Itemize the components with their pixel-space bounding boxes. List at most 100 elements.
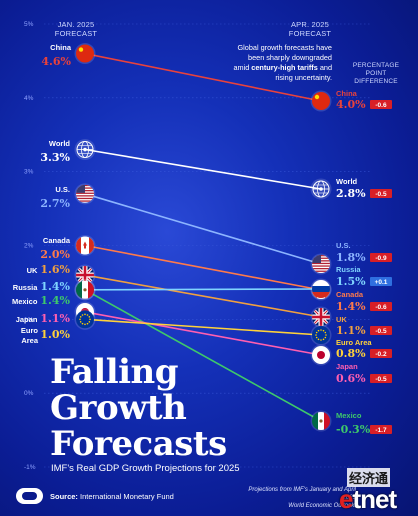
flag-star: [84, 323, 86, 326]
series-line-euro-area: [84, 318, 322, 336]
series-start-value: 2.0%: [40, 248, 70, 261]
japan-flag: [310, 344, 332, 366]
flag-stripe: [76, 197, 94, 200]
flag-band: [324, 412, 330, 430]
flag-band: [312, 280, 330, 286]
flag-body: [76, 310, 94, 329]
diff-badge: [370, 374, 392, 383]
flag-star: [315, 331, 318, 334]
diff-badge: [370, 302, 392, 311]
us-flag: [74, 183, 96, 205]
note-line-3-start: amid: [233, 63, 252, 72]
series-start-label: Russia 1.4%: [13, 280, 71, 293]
diff-badge-label: -0.5: [375, 376, 387, 383]
series-name-label: UK: [27, 266, 38, 275]
flag-body: [76, 266, 94, 285]
flag-band: [312, 292, 330, 298]
y-tick-label: 4%: [24, 95, 34, 102]
series-start-value: 1.4%: [40, 280, 70, 293]
series-line-canada: [84, 244, 322, 291]
diff-badge: [370, 253, 392, 262]
series-name-label: World: [49, 139, 71, 148]
series-start-label: UK 1.6%: [27, 263, 71, 276]
footnote-line-2: World Economic Outlook.: [288, 503, 356, 509]
series-end-value: 4.0%: [336, 98, 366, 111]
flag-star: [89, 318, 91, 321]
eu-flag: [310, 324, 332, 346]
flag-field: [76, 44, 94, 63]
series-end-value: 1.5%: [336, 275, 366, 288]
diff-badge: [370, 326, 392, 335]
flag-star: [86, 322, 89, 325]
flag-band: [76, 236, 81, 255]
diff-badge-label: -0.2: [375, 351, 387, 358]
flag-band: [88, 280, 94, 299]
series-end-name: Canada: [336, 290, 364, 299]
y-tick-label: 2%: [24, 243, 34, 250]
flag-band: [76, 280, 82, 299]
series-start-value: 1.4%: [40, 294, 70, 307]
series-name-label: Russia: [13, 283, 38, 292]
left-header-line-1: JAN. 2025: [57, 20, 95, 29]
flag-star: [322, 338, 325, 341]
flag-stripe: [312, 262, 330, 265]
series-end-value: 0.8%: [336, 347, 366, 360]
china-flag: [310, 90, 332, 112]
flag-body: [312, 346, 330, 364]
series-end-name: Russia: [336, 265, 361, 274]
flag-star: [79, 316, 82, 318]
mexico-flag: [310, 410, 332, 432]
diff-badge-label: -1.7: [375, 427, 387, 434]
series-end-name: China: [336, 89, 358, 98]
visual-capitalist-logo-icon: [16, 488, 43, 504]
diff-badge: [370, 189, 392, 198]
series-name-label: U.S.: [55, 185, 70, 194]
flag-stripe: [76, 195, 94, 197]
series-line-uk: [84, 274, 322, 318]
flag-star: [325, 334, 327, 336]
mexico-flag: [74, 279, 96, 301]
y-tick-label: 5%: [24, 21, 34, 28]
series-name-label: Mexico: [12, 297, 38, 306]
series-start-label: Mexico 1.4%: [12, 294, 71, 307]
series-name-label: Canada: [43, 236, 71, 245]
watermark-latin-text: etnet: [339, 484, 397, 515]
series-name-label: China: [50, 43, 72, 52]
series-line-u-s-: [84, 193, 322, 265]
diff-badge: [370, 100, 392, 109]
flag-body: [312, 412, 330, 430]
series-end-value: 0.6%: [336, 372, 366, 385]
flag-field: [312, 92, 330, 110]
series-end-value: 1.1%: [336, 324, 366, 337]
flag-star: [88, 316, 91, 318]
china-flag: [74, 43, 96, 65]
flag-body: [76, 184, 94, 203]
etnet-watermark: 经济通 etnet: [339, 468, 413, 514]
flag-star: [320, 339, 322, 341]
diff-badge-label: -0.6: [375, 102, 387, 109]
series-name-label-part: Area: [21, 336, 39, 345]
diff-badge: [370, 349, 392, 358]
flag-emblem: [319, 419, 323, 423]
note-line-2: been sharply downgraded: [248, 53, 332, 62]
difference-column-header: PERCENTAGE POINT DIFFERENCE: [344, 62, 408, 86]
flag-body: [76, 44, 94, 63]
series-line-china: [84, 52, 322, 102]
page-subtitle: IMF's Real GDP Growth Projections for 20…: [51, 463, 240, 474]
flag-star: [322, 329, 325, 332]
flag-canton: [312, 255, 321, 263]
flag-star: [320, 329, 322, 331]
series-start-value: 2.7%: [40, 197, 70, 210]
flag-leaf: [83, 241, 87, 249]
source-text: International Monetary Fund: [80, 492, 174, 501]
series-end-name: UK: [336, 315, 347, 324]
us-flag: [310, 253, 332, 275]
flag-stripe: [312, 265, 330, 267]
diff-header-line-2: POINT: [365, 70, 387, 77]
left-column-header: JAN. 2025 FORECAST: [50, 20, 102, 38]
flag-star: [317, 338, 320, 341]
series-name-label: Japan: [16, 315, 38, 324]
left-header-line-2: FORECAST: [54, 29, 98, 38]
uk-flag: [310, 306, 332, 328]
series-end-name: Japan: [336, 362, 358, 371]
